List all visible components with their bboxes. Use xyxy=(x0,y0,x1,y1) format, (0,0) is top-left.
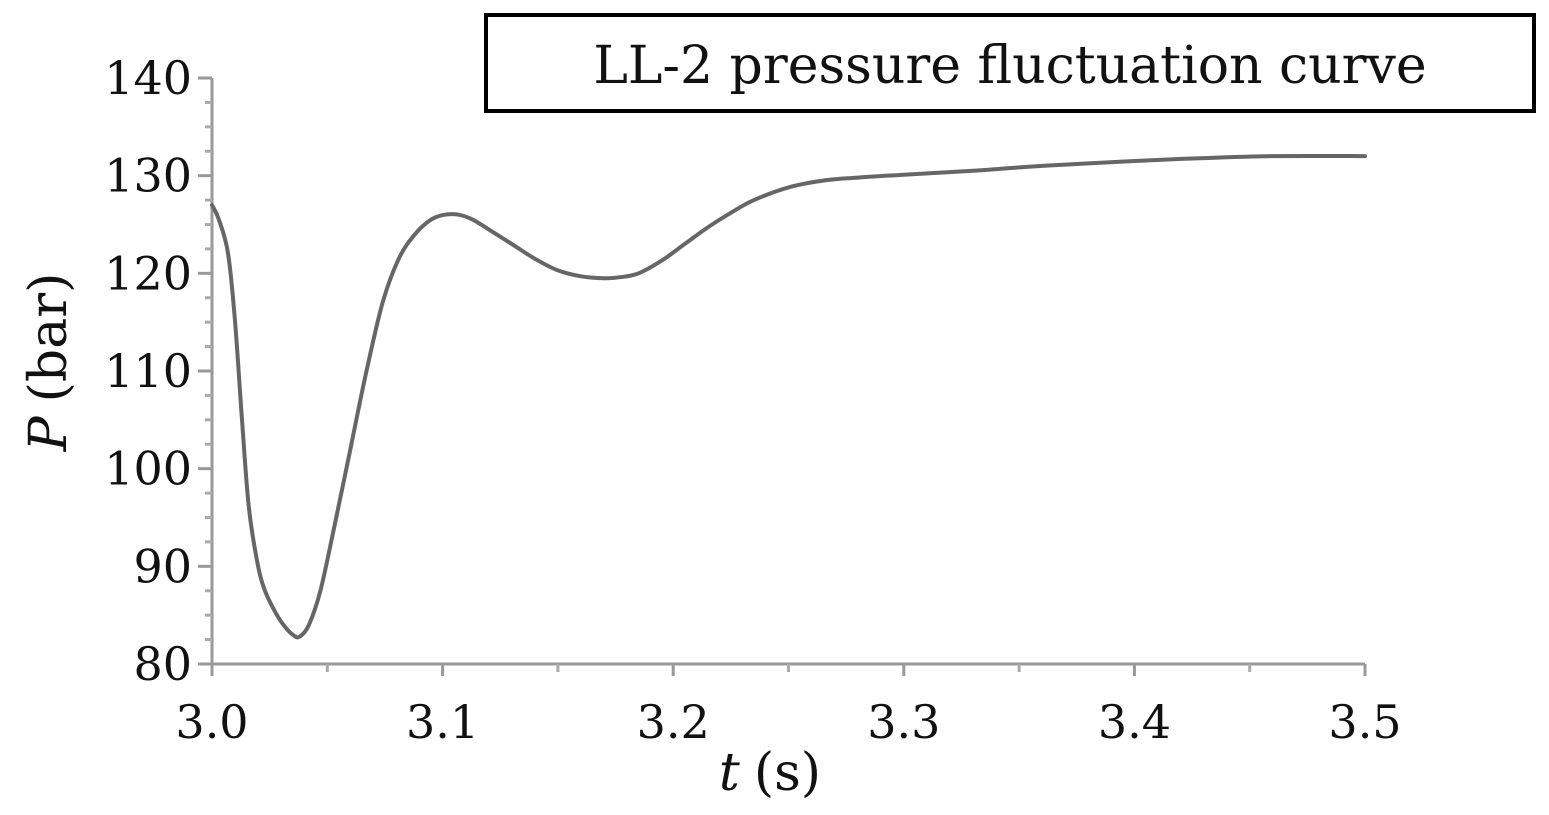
y-axis-unit: (bar) xyxy=(19,273,79,403)
x-tick-label: 3.5 xyxy=(1328,695,1401,749)
x-ticks xyxy=(210,664,1367,676)
x-tick-label: 3.4 xyxy=(1098,695,1171,749)
x-axis-title: t (s) xyxy=(719,743,821,803)
y-axis-title: P (bar) xyxy=(19,273,79,453)
y-tick-label: 140 xyxy=(104,51,192,105)
y-axis-var: P xyxy=(19,415,79,452)
y-tick-label: 90 xyxy=(133,539,192,593)
axes xyxy=(210,78,1365,666)
y-tick-label: 130 xyxy=(104,149,192,203)
x-tick-labels: 3.0 3.1 3.2 3.3 3.4 3.5 xyxy=(175,695,1401,749)
legend-box: LL-2 pressure fluctuation curve xyxy=(484,13,1536,113)
y-tick-label: 100 xyxy=(104,442,192,496)
y-tick-label: 80 xyxy=(133,637,192,691)
legend-label: LL-2 pressure fluctuation curve xyxy=(593,36,1426,96)
x-tick-label: 3.1 xyxy=(406,695,479,749)
x-tick-label: 3.3 xyxy=(867,695,940,749)
pressure-series-line xyxy=(210,153,1367,640)
x-axis-var: t xyxy=(719,743,740,803)
x-tick-label: 3.0 xyxy=(175,695,248,749)
y-tick-labels: 80 90 100 110 120 130 140 xyxy=(104,51,192,691)
y-tick-label: 120 xyxy=(104,246,192,300)
y-ticks xyxy=(198,76,212,666)
y-tick-label: 110 xyxy=(104,344,192,398)
x-tick-label: 3.2 xyxy=(637,695,710,749)
x-axis-unit: (s) xyxy=(754,743,821,803)
